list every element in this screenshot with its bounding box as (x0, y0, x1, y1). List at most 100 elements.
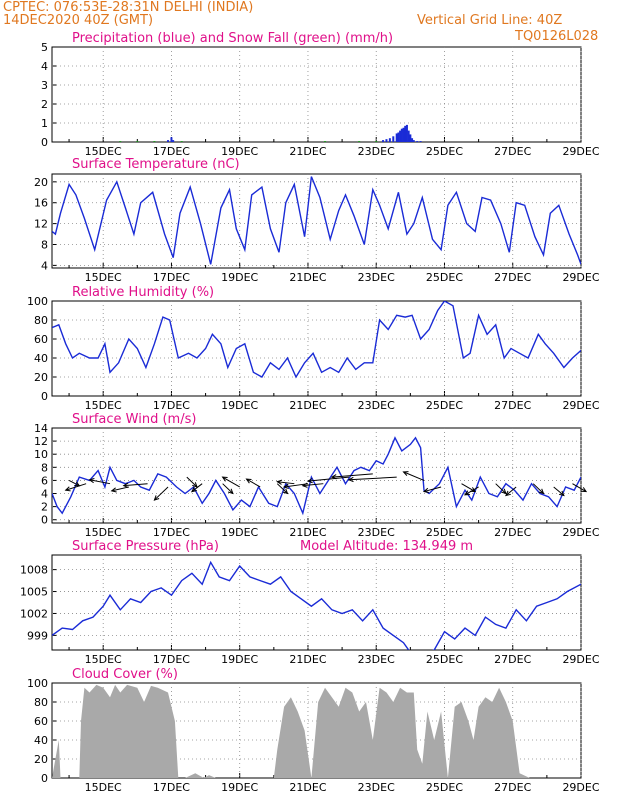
precip-bar (119, 141, 122, 142)
pres-x-tick-label: 21DEC (289, 653, 326, 666)
precip-x-tick-label: 15DEC (85, 145, 122, 158)
wind-x-tick-label: 15DEC (85, 526, 122, 539)
wind-y-tick-label: 8 (41, 461, 48, 474)
pres-subtitle: Model Altitude: 134.949 m (300, 539, 473, 554)
temp-x-tick-label: 21DEC (289, 271, 326, 284)
precip-bar (402, 127, 405, 142)
rh-y-tick-label: 20 (34, 371, 48, 384)
cloud-y-tick-label: 20 (34, 753, 48, 766)
precip-bar (411, 138, 414, 142)
precip-bar (404, 125, 407, 142)
wind-arrow (302, 483, 324, 487)
wind-arrow (191, 483, 203, 492)
rh-x-tick-label: 19DEC (221, 399, 258, 412)
wind-arrow (154, 486, 169, 501)
precip-bar (172, 140, 175, 142)
precip-y-tick-label: 4 (41, 60, 48, 73)
wind-arrow (331, 473, 373, 478)
temp-x-tick-label: 23DEC (358, 271, 395, 284)
cloud-x-tick-label: 27DEC (494, 781, 531, 794)
wind-arrow-head (402, 471, 409, 476)
rh-y-tick-label: 80 (34, 314, 48, 327)
precip-title: Precipitation (blue) and Snow Fall (gree… (72, 31, 393, 46)
wind-arrow-head (88, 478, 95, 484)
pres-y-tick-label: 999 (27, 629, 48, 642)
temp-line (52, 176, 581, 265)
wind-arrow (572, 483, 587, 492)
rh-x-tick-label: 21DEC (289, 399, 326, 412)
rh-x-tick-label: 17DEC (153, 399, 190, 412)
precip-y-tick-label: 0 (41, 136, 48, 149)
rh-y-tick-label: 60 (34, 333, 48, 346)
wind-arrow-head (330, 474, 337, 480)
precip-x-tick-label: 27DEC (494, 145, 531, 158)
wind-arrow (186, 476, 198, 488)
wind-x-tick-label: 21DEC (289, 526, 326, 539)
header-location: CPTEC: 076:53E-28:31N DELHI (INDIA) (3, 0, 254, 15)
precip-bar (400, 128, 403, 142)
wind-arrow-head (227, 488, 234, 495)
temp-y-tick-label: 8 (41, 239, 48, 252)
cloud-y-tick-label: 40 (34, 734, 48, 747)
wind-x-tick-label: 29DEC (562, 526, 599, 539)
wind-arrow (65, 483, 87, 491)
cloud-x-tick-label: 21DEC (289, 781, 326, 794)
cloud-x-tick-label: 23DEC (358, 781, 395, 794)
precip-x-tick-label: 29DEC (562, 145, 599, 158)
temp-x-tick-label: 27DEC (494, 271, 531, 284)
wind-y-tick-label: 6 (41, 474, 48, 487)
precip-x-tick-label: 21DEC (289, 145, 326, 158)
wind-frame (51, 427, 582, 524)
precip-bar (324, 141, 327, 142)
wind-arrow (403, 471, 425, 481)
precip-bar (358, 141, 361, 142)
wind-x-tick-label: 27DEC (494, 526, 531, 539)
temp-x-tick-label: 19DEC (221, 271, 258, 284)
wind-arrow (111, 486, 129, 492)
pres-x-tick-label: 17DEC (153, 653, 190, 666)
wind-y-tick-label: 4 (41, 488, 48, 501)
wind-arrow-head (110, 487, 117, 493)
pres-title: Surface Pressure (hPa) (72, 539, 219, 554)
wind-x-tick-label: 17DEC (153, 526, 190, 539)
pres-y-tick-label: 1008 (20, 564, 48, 577)
pres-x-tick-label: 25DEC (426, 653, 463, 666)
precip-bar (392, 136, 395, 142)
pres-x-tick-label: 15DEC (85, 653, 122, 666)
rh-y-tick-label: 40 (34, 352, 48, 365)
precip-x-tick-label: 25DEC (426, 145, 463, 158)
wind-arrow (89, 479, 111, 485)
precip-bar (395, 133, 398, 142)
wind-arrow-head (122, 482, 129, 488)
wind-arrow-head (282, 488, 289, 495)
wind-arrow (222, 483, 234, 494)
temp-y-tick-label: 12 (34, 218, 48, 231)
wind-x-tick-label: 25DEC (426, 526, 463, 539)
precip-y-tick-label: 1 (41, 117, 48, 130)
wind-title: Surface Wind (m/s) (72, 412, 196, 427)
cloud-x-tick-label: 15DEC (85, 781, 122, 794)
wind-x-tick-label: 19DEC (221, 526, 258, 539)
cloud-area (52, 684, 581, 778)
precip-x-tick-label: 19DEC (221, 145, 258, 158)
precip-bar (419, 141, 422, 142)
wind-arrow-head (221, 476, 228, 482)
pres-x-tick-label: 19DEC (221, 653, 258, 666)
cloud-y-tick-label: 60 (34, 715, 48, 728)
rh-x-tick-label: 27DEC (494, 399, 531, 412)
wind-arrow (123, 483, 148, 487)
rh-x-tick-label: 23DEC (358, 399, 395, 412)
wind-arrow (276, 483, 288, 494)
temp-x-tick-label: 29DEC (562, 271, 599, 284)
wind-y-tick-label: 10 (34, 448, 48, 461)
precip-bar (399, 130, 402, 142)
pres-frame (51, 554, 582, 651)
precip-bar (153, 141, 156, 142)
temp-y-tick-label: 20 (34, 176, 48, 189)
wind-y-tick-label: 2 (41, 501, 48, 514)
rh-y-tick-label: 0 (41, 390, 48, 403)
wind-arrow (495, 483, 507, 494)
temp-y-tick-label: 4 (41, 259, 48, 272)
precip-bar (397, 132, 400, 142)
